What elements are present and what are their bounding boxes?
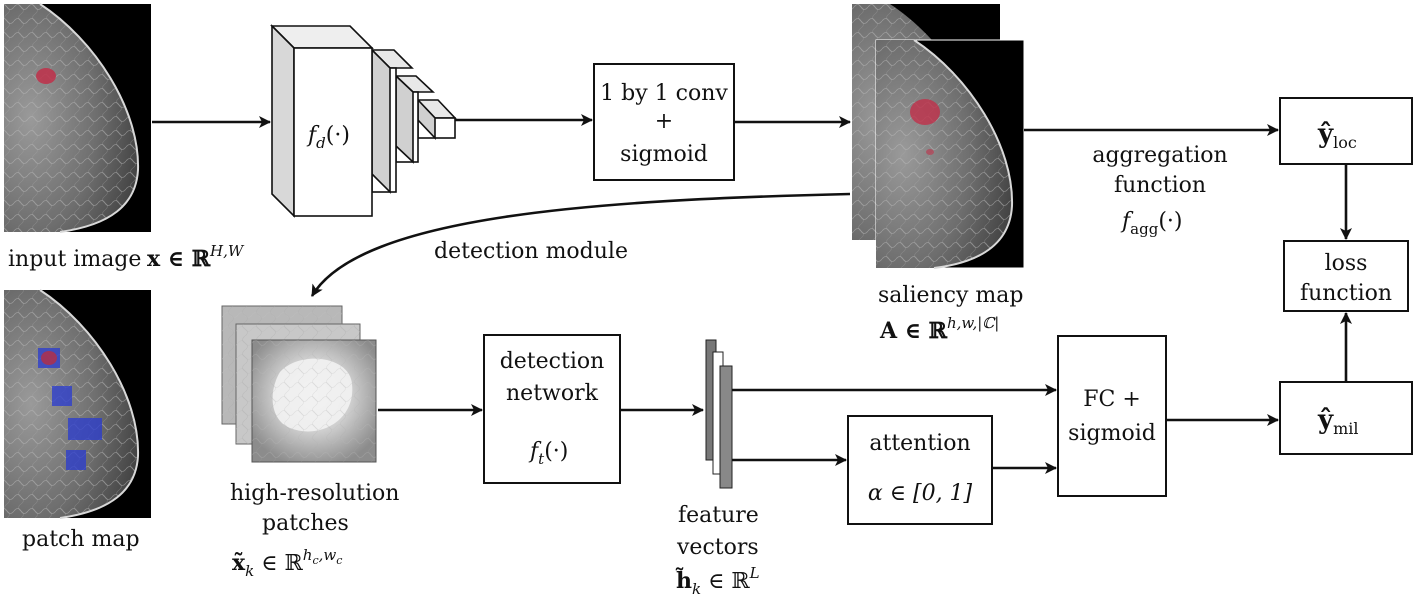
agg-line-2: function	[1114, 173, 1206, 198]
feature-math: h̃k ∈ ℝL	[675, 564, 760, 598]
input-image-math: x ∈ ℝH,W	[147, 242, 245, 272]
fd-network	[270, 24, 457, 218]
conv-line-2: +	[655, 109, 673, 134]
saliency-label: saliency map	[878, 283, 1023, 308]
agg-math: fagg(·)	[1120, 209, 1182, 238]
conv-sigmoid-box	[593, 63, 735, 181]
detection-network-box	[483, 334, 621, 484]
patch-box	[66, 450, 86, 470]
fc-line-1: FC +	[1083, 387, 1141, 412]
yloc-label: ŷloc	[1317, 119, 1357, 152]
patch-box	[68, 418, 102, 440]
detnet-line-2: network	[506, 381, 599, 406]
edge-saliency-to-patches	[310, 192, 851, 297]
saliency-math: A ∈ ℝh,w,|ℂ|	[879, 314, 999, 344]
patch-map	[4, 289, 151, 519]
lesion-marker	[41, 351, 57, 365]
ft-label: ft(·)	[528, 439, 568, 468]
saliency-map	[852, 4, 1025, 269]
detection-module-label: detection module	[434, 239, 628, 264]
fc-sigmoid-box	[1057, 335, 1167, 497]
fc-line-2: sigmoid	[1068, 421, 1156, 446]
attention-math: α ∈ [0, 1]	[868, 481, 973, 506]
ymil-label: ŷmil	[1317, 405, 1359, 438]
patches-label-2: patches	[262, 511, 349, 536]
conv-line-3: sigmoid	[620, 142, 708, 167]
agg-line-1: aggregation	[1092, 143, 1227, 168]
loss-line-1: loss	[1325, 251, 1368, 276]
yloc-box	[1279, 97, 1413, 165]
detnet-line-1: detection	[500, 349, 605, 374]
ymil-box	[1279, 381, 1413, 455]
patches-math: x̃k ∈ ℝhc,wc	[232, 546, 342, 580]
loss-line-2: function	[1300, 281, 1392, 306]
lesion-marker	[36, 68, 56, 84]
loss-function-box	[1283, 240, 1409, 312]
feature-label-2: vectors	[676, 535, 759, 560]
attention-label: attention	[869, 431, 970, 456]
saliency-hotspot	[910, 99, 940, 125]
feature-vectors	[705, 339, 733, 489]
fd-label: fd(·)	[306, 123, 350, 152]
input-image	[4, 3, 151, 233]
feature-label-1: feature	[678, 503, 759, 528]
high-resolution-patches	[221, 305, 377, 463]
attention-box	[847, 415, 993, 525]
input-image-label: input image	[8, 247, 141, 272]
patches-label-1: high-resolution	[230, 481, 399, 506]
patch-map-label: patch map	[22, 527, 140, 552]
patch-box	[52, 386, 72, 406]
conv-line-1: 1 by 1 conv	[600, 81, 728, 106]
